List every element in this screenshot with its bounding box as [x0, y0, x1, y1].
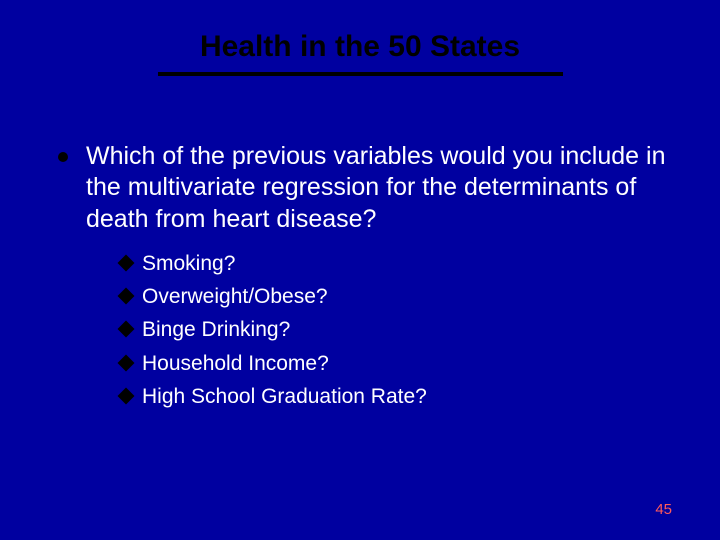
main-bullet-text: Which of the previous variables would yo… [86, 141, 670, 235]
list-item: Overweight/Obese? [120, 283, 670, 310]
diamond-icon [118, 288, 135, 305]
sub-item-text: Household Income? [142, 350, 329, 377]
sub-item-text: High School Graduation Rate? [142, 383, 427, 410]
bullet-dot-icon [58, 152, 68, 162]
slide: Health in the 50 States Which of the pre… [0, 0, 720, 540]
sub-item-text: Binge Drinking? [142, 316, 290, 343]
list-item: Binge Drinking? [120, 316, 670, 343]
slide-title: Health in the 50 States [50, 30, 670, 64]
main-bullet: Which of the previous variables would yo… [58, 141, 670, 235]
title-underline [158, 72, 563, 76]
diamond-icon [118, 321, 135, 338]
sub-bullet-list: Smoking? Overweight/Obese? Binge Drinkin… [120, 250, 670, 410]
list-item: Household Income? [120, 350, 670, 377]
diamond-icon [118, 354, 135, 371]
list-item: High School Graduation Rate? [120, 383, 670, 410]
page-number: 45 [655, 501, 672, 518]
sub-item-text: Overweight/Obese? [142, 283, 328, 310]
sub-item-text: Smoking? [142, 250, 235, 277]
list-item: Smoking? [120, 250, 670, 277]
diamond-icon [118, 254, 135, 271]
diamond-icon [118, 387, 135, 404]
